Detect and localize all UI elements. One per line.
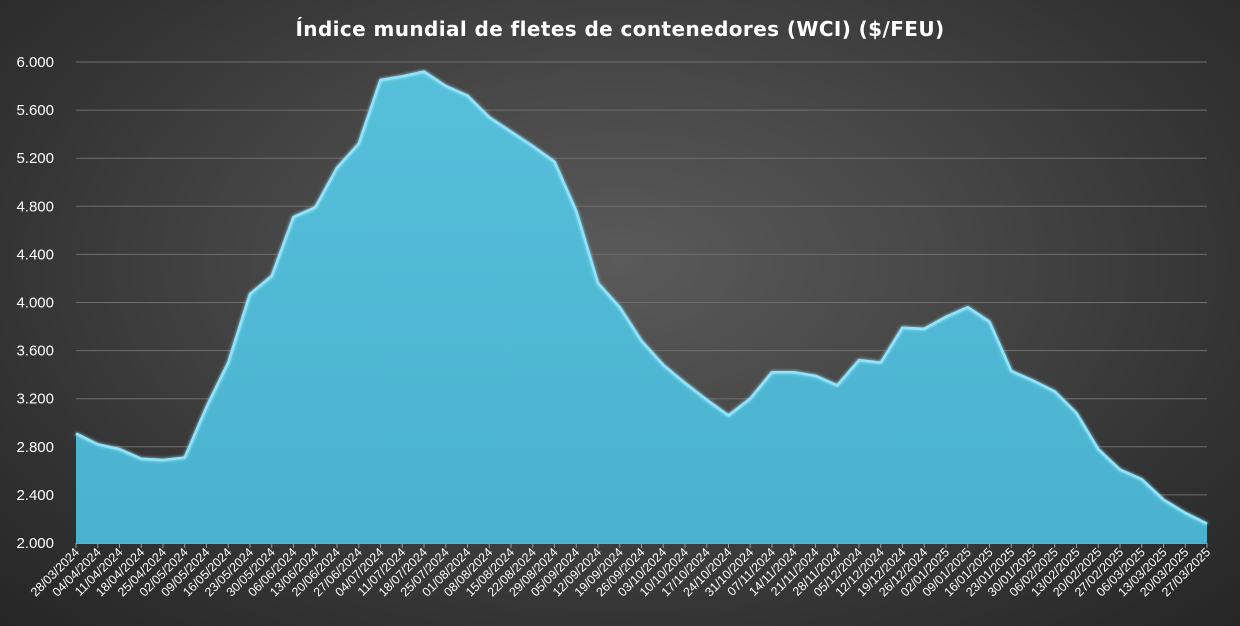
y-tick-label: 4.000 (16, 295, 54, 312)
y-tick-label: 5.200 (16, 150, 54, 167)
y-axis-ticks: 2.000 2.400 2.800 3.200 3.600 4.000 4.400 4.800… (16, 54, 54, 552)
y-tick-label: 5.600 (16, 102, 54, 119)
series-area (75, 70, 1208, 544)
y-tick-label: 2.000 (16, 535, 54, 552)
y-tick-label: 2.400 (16, 487, 54, 504)
y-tick-label: 6.000 (16, 54, 54, 71)
y-tick-label: 2.800 (16, 439, 54, 456)
y-tick-label: 3.200 (16, 391, 54, 408)
area-edge-line (75, 70, 1208, 525)
y-tick-label: 3.600 (16, 343, 54, 360)
axes (75, 543, 1208, 548)
chart-title: Índice mundial de fletes de contenedores… (295, 17, 945, 41)
y-tick-label: 4.400 (16, 246, 54, 263)
area-fill (76, 71, 1207, 544)
y-tick-label: 4.800 (16, 198, 54, 215)
x-axis-ticks: 28/03/202404/04/202411/04/202418/04/2024… (28, 545, 1213, 599)
